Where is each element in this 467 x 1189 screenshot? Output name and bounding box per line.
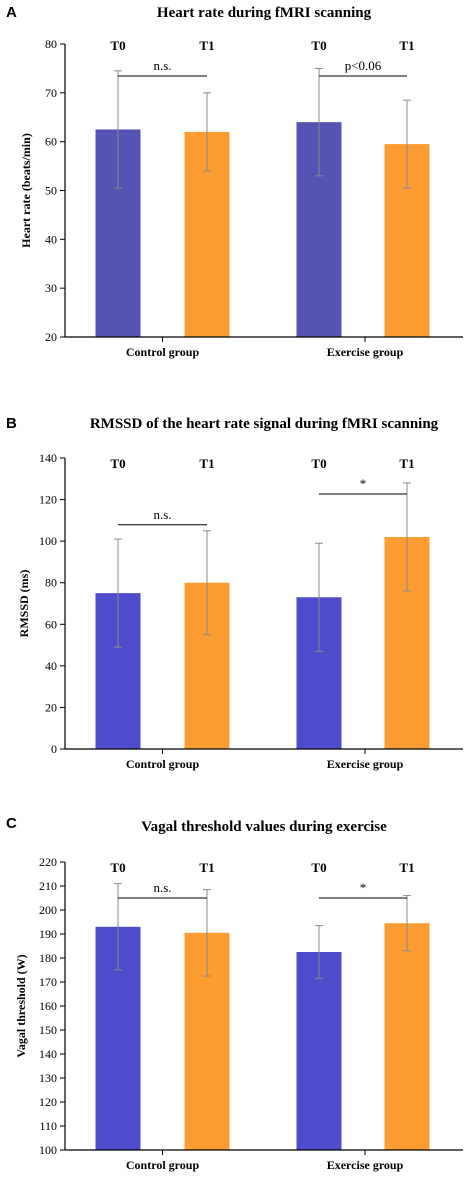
y-tick-label: 30 [45, 281, 57, 295]
y-tick-label: 70 [45, 86, 57, 100]
y-tick-label: 40 [45, 232, 57, 246]
series-tag: T1 [199, 456, 214, 471]
significance-label: * [360, 880, 367, 895]
y-tick-label: 140 [39, 1047, 57, 1061]
y-tick-label: 80 [45, 37, 57, 51]
y-tick-label: 0 [51, 742, 57, 756]
x-category-label: Control group [126, 1158, 200, 1172]
chart-panel-c: C Vagal threshold values during exercise V… [0, 792, 467, 1189]
y-tick-label: 100 [39, 534, 57, 548]
y-tick-label: 80 [45, 576, 57, 590]
significance-label: * [360, 476, 367, 491]
significance-label: n.s. [153, 880, 171, 895]
series-tag: T0 [110, 456, 125, 471]
series-tag: T1 [399, 456, 414, 471]
bar-t0-exercise [296, 952, 342, 1150]
y-tick-label: 200 [39, 903, 57, 917]
series-tag: T0 [311, 38, 326, 53]
significance-label: p<0.06 [345, 58, 382, 73]
series-tag: T0 [110, 860, 125, 875]
y-tick-label: 40 [45, 659, 57, 673]
chart-title: Vagal threshold values during exercise [141, 819, 387, 835]
significance-label: n.s. [153, 58, 171, 73]
y-tick-label: 180 [39, 951, 57, 965]
heart-rate-chart: A Heart rate during fMRI scanning Heart ra… [6, 4, 463, 359]
y-tick-label: 120 [39, 493, 57, 507]
y-tick-label: 60 [45, 617, 57, 631]
y-tick-label: 20 [45, 330, 57, 344]
x-category-label: Exercise group [327, 345, 404, 359]
y-axis-label: Heart rate (beats/min) [19, 133, 33, 248]
panel-letter: A [6, 4, 17, 21]
series-tag: T1 [199, 860, 214, 875]
y-tick-label: 110 [39, 1119, 57, 1133]
chart-title: RMSSD of the heart rate signal during fM… [90, 416, 439, 432]
x-category-label: Control group [126, 757, 200, 771]
panel-letter: B [6, 415, 17, 432]
y-tick-label: 60 [45, 135, 57, 149]
series-tag: T1 [399, 860, 414, 875]
chart-panel-b: B RMSSD of the heart rate signal during f… [0, 395, 467, 792]
y-tick-label: 170 [39, 975, 57, 989]
panel-letter: C [6, 815, 17, 832]
y-tick-label: 150 [39, 1023, 57, 1037]
y-tick-label: 120 [39, 1095, 57, 1109]
series-tag: T0 [311, 860, 326, 875]
y-axis-label: Vagal threshold (W) [14, 954, 28, 1057]
significance-label: n.s. [153, 507, 171, 522]
chart-panel-a: A Heart rate during fMRI scanning Heart ra… [0, 0, 467, 395]
y-tick-label: 20 [45, 700, 57, 714]
y-tick-label: 160 [39, 999, 57, 1013]
x-category-label: Exercise group [327, 757, 404, 771]
y-tick-label: 50 [45, 184, 57, 198]
y-tick-label: 220 [39, 855, 57, 869]
series-tag: T0 [110, 38, 125, 53]
vagal-threshold-chart: C Vagal threshold values during exercise V… [6, 815, 463, 1172]
series-tag: T1 [199, 38, 214, 53]
y-tick-label: 130 [39, 1071, 57, 1085]
bar-t1-exercise [384, 923, 430, 1150]
y-axis-label: RMSSD (ms) [17, 570, 31, 638]
y-tick-label: 100 [39, 1143, 57, 1157]
y-tick-label: 210 [39, 879, 57, 893]
y-tick-label: 190 [39, 927, 57, 941]
chart-title: Heart rate during fMRI scanning [157, 5, 372, 21]
series-tag: T0 [311, 456, 326, 471]
x-category-label: Control group [126, 345, 200, 359]
x-category-label: Exercise group [327, 1158, 404, 1172]
y-tick-label: 140 [39, 451, 57, 465]
rmssd-chart: B RMSSD of the heart rate signal during f… [6, 415, 463, 771]
series-tag: T1 [399, 38, 414, 53]
